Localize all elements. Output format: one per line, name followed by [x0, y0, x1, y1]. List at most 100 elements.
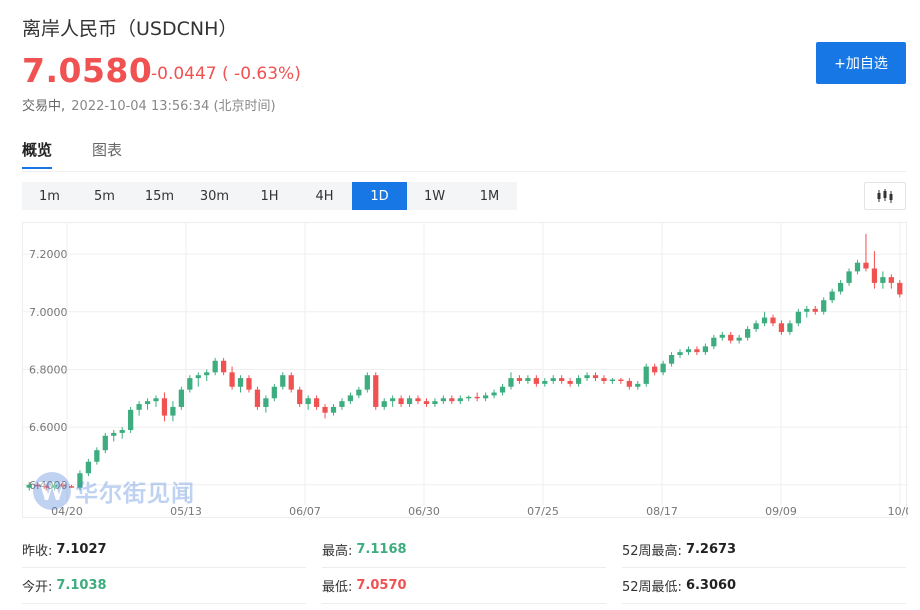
candle-body [153, 398, 159, 402]
candle-body [187, 378, 193, 390]
candle-body [246, 378, 252, 390]
y-tick-label: 6.8000 [29, 363, 68, 376]
candle-body [136, 404, 142, 410]
watermark: W 华尔街见闻 [33, 472, 195, 510]
candle-body [888, 277, 894, 283]
candle-body [626, 380, 632, 387]
x-tick-label: 05/13 [170, 505, 202, 518]
instrument-title: 离岸人民币（USDCNH） [22, 18, 238, 40]
candle-body [161, 398, 168, 416]
candle-body [601, 378, 607, 381]
candle-body [618, 379, 624, 381]
candle-body [339, 401, 345, 407]
candle-body [212, 360, 218, 373]
period-selector: 1m 5m 15m 30m 1H 4H 1D 1W 1M [22, 182, 517, 210]
candle-body [761, 317, 768, 324]
candle-body [398, 398, 404, 405]
candle-body [111, 432, 117, 436]
candle-body [863, 262, 869, 269]
period-15m[interactable]: 15m [132, 182, 187, 210]
candle-body [254, 389, 261, 407]
stat-52w-low: 52周最低: 6.3060 [622, 568, 906, 604]
candle-body [745, 329, 751, 338]
candle-body [787, 323, 793, 332]
stat-value: 7.1027 [56, 542, 107, 557]
candle-body [491, 392, 497, 396]
candle-body [770, 317, 776, 324]
stat-label: 今开: [22, 580, 53, 595]
candlestick-icon [877, 189, 893, 203]
candle-body [449, 398, 455, 402]
candle-body [567, 380, 573, 384]
period-4h[interactable]: 4H [297, 182, 352, 210]
candle-body [390, 398, 396, 402]
add-watchlist-button[interactable]: +加自选 [816, 42, 906, 84]
candle-body [711, 337, 717, 347]
y-tick-label: 6.6000 [29, 421, 68, 434]
period-1m[interactable]: 1m [22, 182, 77, 210]
candle-body [457, 398, 463, 402]
stat-label: 最低: [322, 580, 353, 595]
candle-body [821, 300, 827, 312]
candle-body [423, 401, 430, 405]
candle-body [466, 396, 472, 399]
stat-label: 52周最高: [622, 544, 682, 559]
tab-chart[interactable]: 图表 [92, 141, 123, 159]
x-tick-label: 04/20 [51, 505, 83, 518]
y-tick-label: 7.0000 [29, 306, 68, 319]
period-1h[interactable]: 1H [242, 182, 297, 210]
stat-label: 52周最低: [622, 580, 682, 595]
tab-divider [22, 171, 906, 172]
tab-overview[interactable]: 概览 [22, 139, 53, 169]
candle-body [635, 383, 641, 387]
candle-body [43, 486, 49, 488]
candle-body [440, 398, 446, 402]
candle-body [880, 277, 886, 283]
y-tick-label: 7.2000 [29, 248, 68, 261]
x-tick-label: 10/0 [888, 505, 908, 518]
chart-type-button[interactable] [864, 182, 906, 210]
candle-body [837, 282, 844, 292]
x-tick-label: 06/30 [408, 505, 440, 518]
candle-body [795, 311, 801, 324]
candle-body [35, 484, 41, 487]
candle-body [305, 398, 311, 405]
period-1w[interactable]: 1W [407, 182, 462, 210]
candle-body [144, 401, 151, 405]
chart-container[interactable]: 7.2000 7.0000 6.8000 6.6000 6.4000 04/20 05/13… [22, 222, 908, 519]
candle-body [297, 389, 303, 405]
candle-body [677, 352, 683, 356]
candle-body [26, 484, 32, 488]
period-5m[interactable]: 5m [77, 182, 132, 210]
candle-body [406, 398, 413, 405]
candle-body [381, 401, 387, 407]
candle-body [474, 396, 480, 399]
candle-body [508, 378, 514, 387]
candle-body [702, 346, 708, 353]
candle-body [668, 355, 675, 364]
candlestick-chart[interactable]: 7.2000 7.0000 6.8000 6.6000 6.4000 04/20 05/13… [23, 223, 908, 519]
candle-body [271, 386, 277, 399]
candle-body [897, 282, 903, 295]
period-1mo[interactable]: 1M [462, 182, 517, 210]
stat-value: 7.1168 [356, 542, 407, 557]
candle-body [575, 378, 582, 384]
watermark-text: 华尔街见闻 [75, 480, 195, 507]
candle-body [736, 337, 742, 341]
period-30m[interactable]: 30m [187, 182, 242, 210]
stat-low: 最低: 7.0570 [322, 568, 606, 604]
watermark-logo: W [33, 472, 71, 510]
stat-high: 最高: 7.1168 [322, 532, 606, 568]
candle-body [128, 409, 134, 431]
candle-body [60, 484, 66, 487]
candle-body [846, 271, 852, 283]
candle-body [559, 378, 565, 381]
price-change: -0.0447 ( -0.63%) [151, 64, 301, 84]
candle-body [584, 375, 590, 379]
candle-body [609, 379, 616, 381]
period-1d[interactable]: 1D [352, 182, 407, 210]
candle-body [652, 366, 658, 373]
tab-bar: 概览 图表 [22, 139, 122, 169]
candle-body [525, 378, 531, 381]
trading-status: 交易中, 2022-10-04 13:56:34 (北京时间) [22, 95, 276, 114]
